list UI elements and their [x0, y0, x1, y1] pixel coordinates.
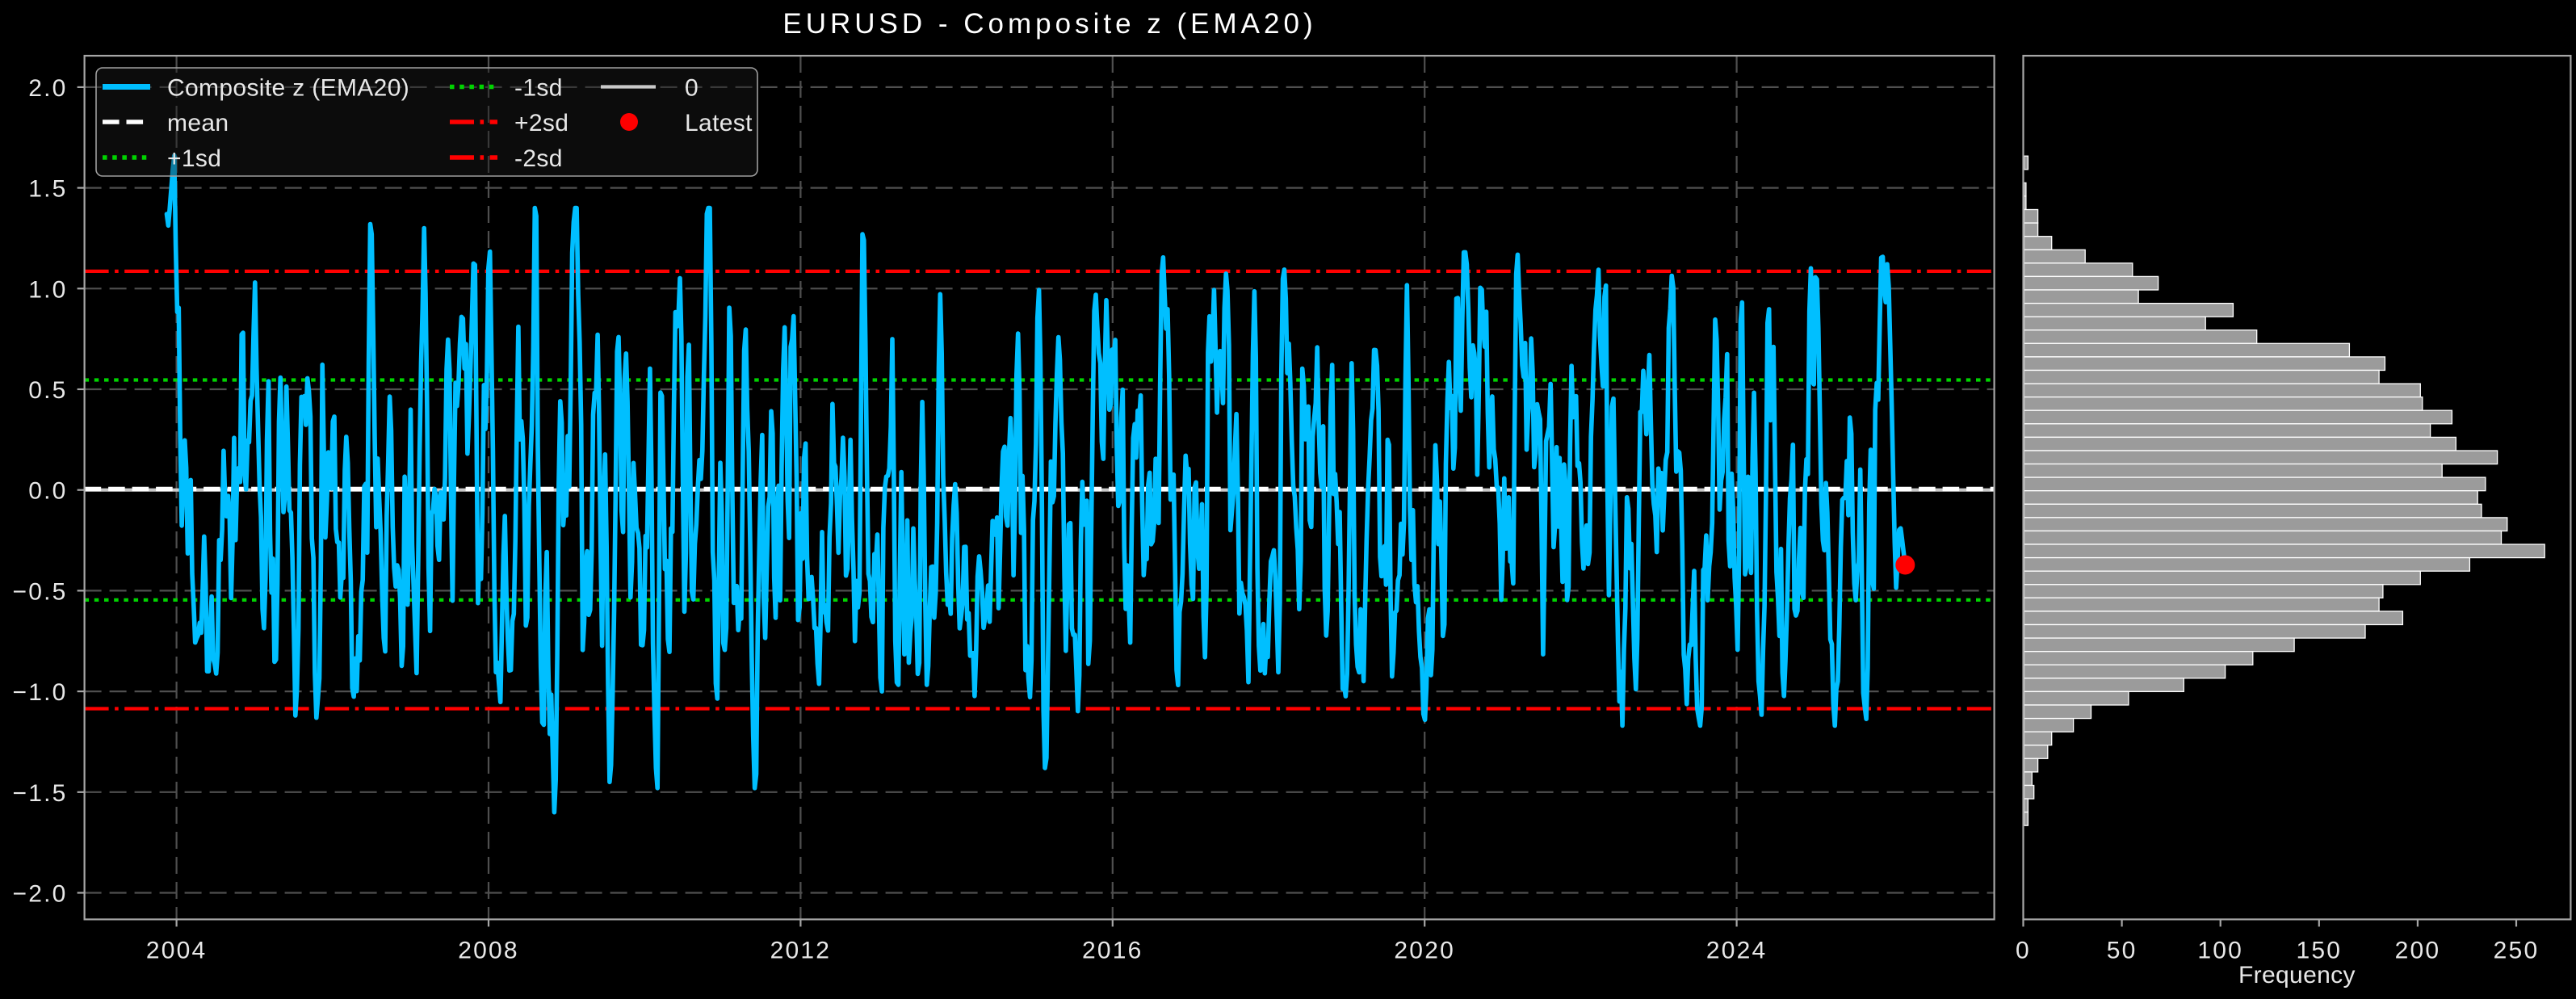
svg-text:100: 100	[2197, 937, 2243, 963]
svg-text:1.5: 1.5	[28, 176, 67, 203]
svg-text:0.5: 0.5	[28, 377, 67, 404]
svg-text:−0.5: −0.5	[12, 578, 67, 605]
svg-text:2.0: 2.0	[28, 75, 67, 102]
svg-text:Composite z (EMA20): Composite z (EMA20)	[167, 75, 409, 102]
svg-text:1.0: 1.0	[28, 276, 67, 303]
svg-text:0.0: 0.0	[28, 478, 67, 505]
svg-text:mean: mean	[167, 110, 229, 136]
svg-text:2012: 2012	[770, 937, 832, 963]
svg-text:+1sd: +1sd	[167, 145, 221, 172]
svg-text:0: 0	[2016, 937, 2031, 963]
svg-text:2024: 2024	[1706, 937, 1768, 963]
svg-text:0: 0	[685, 75, 699, 102]
svg-text:-2sd: -2sd	[514, 145, 563, 172]
svg-text:−1.5: −1.5	[12, 780, 67, 807]
svg-text:−1.0: −1.0	[12, 679, 67, 706]
svg-text:50: 50	[2107, 937, 2138, 963]
svg-text:EURUSD - Composite z (EMA20): EURUSD - Composite z (EMA20)	[782, 8, 1316, 40]
svg-text:2020: 2020	[1394, 937, 1455, 963]
svg-text:-1sd: -1sd	[514, 75, 563, 102]
svg-text:2016: 2016	[1082, 937, 1143, 963]
svg-text:+2sd: +2sd	[514, 110, 568, 136]
svg-text:200: 200	[2395, 937, 2441, 963]
svg-text:2004: 2004	[146, 937, 208, 963]
svg-text:150: 150	[2296, 937, 2342, 963]
svg-text:Frequency: Frequency	[2238, 962, 2356, 989]
svg-text:Latest: Latest	[685, 110, 753, 136]
svg-text:250: 250	[2494, 937, 2540, 963]
svg-text:2008: 2008	[458, 937, 519, 963]
svg-text:−2.0: −2.0	[12, 881, 67, 908]
